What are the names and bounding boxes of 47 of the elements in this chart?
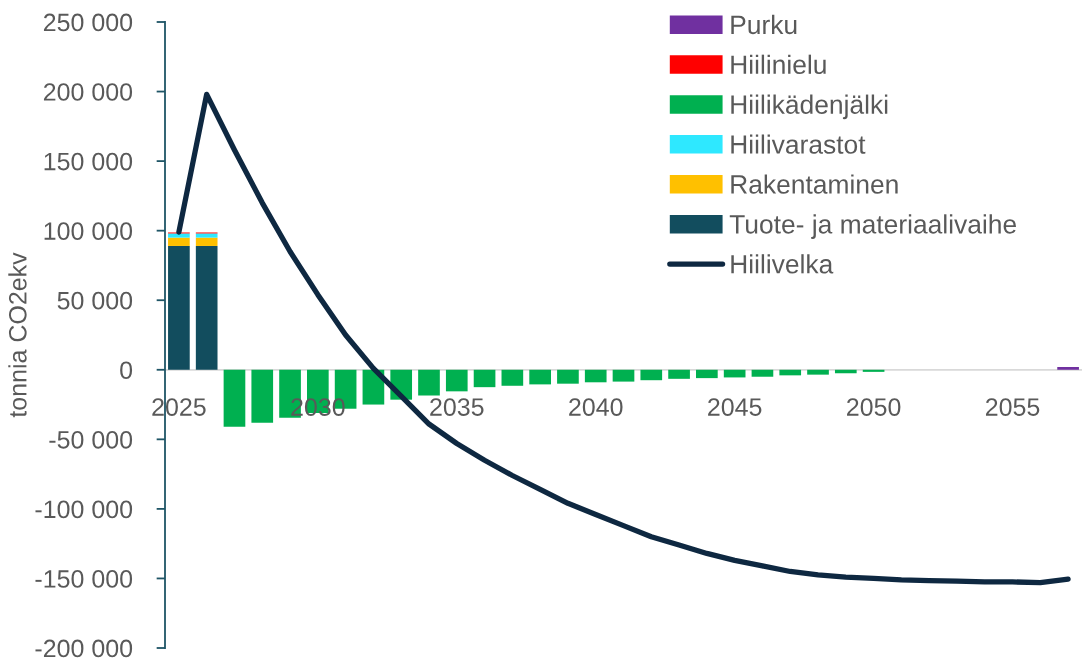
y-axis-title: tonnia CO2ekv — [8, 252, 27, 418]
y-tick-label: 250 000 — [43, 13, 133, 32]
legend-label: Purku — [731, 14, 797, 35]
bar — [168, 233, 190, 238]
bar — [696, 369, 718, 379]
legend-label: Hiilivelka — [731, 254, 834, 274]
y-tick-label: 150 000 — [44, 152, 133, 171]
x-tick-label: 2045 — [708, 398, 762, 416]
bar — [779, 369, 802, 376]
bar — [445, 369, 468, 392]
bar — [807, 369, 829, 375]
bar — [640, 369, 663, 381]
y-tick-label: -200 000 — [35, 639, 133, 658]
bar — [168, 237, 190, 246]
bar — [751, 369, 774, 377]
y-tick-label: 0 — [120, 361, 133, 380]
bar — [195, 245, 218, 370]
bar — [168, 245, 190, 370]
bar — [557, 369, 579, 384]
legend-label: Rakentaminen — [731, 174, 898, 194]
x-tick-label: 2050 — [847, 398, 901, 416]
bar — [612, 369, 635, 382]
legend-label: Hiilikädenjälki — [731, 94, 888, 120]
legend-label: Tuote- ja materiaalivaihe — [729, 214, 1016, 239]
bar — [473, 369, 496, 388]
x-tick-label: 2035 — [430, 398, 484, 416]
bar — [223, 369, 246, 427]
y-tick-label: 100 000 — [44, 222, 133, 240]
y-tick-label: -150 000 — [35, 570, 133, 588]
y-tick-label: -50 000 — [49, 430, 133, 449]
bar — [251, 369, 274, 423]
legend-label: Hiilinielu — [731, 54, 826, 75]
bar — [195, 237, 218, 246]
y-tick-label: 200 000 — [43, 83, 133, 101]
bar — [862, 369, 885, 372]
bar — [1057, 367, 1079, 370]
x-tick-label: 2055 — [985, 398, 1040, 416]
bar — [501, 369, 524, 386]
y-tick-label: 50 000 — [57, 291, 133, 310]
legend-label: Hiilivarastot — [731, 134, 866, 154]
x-tick-label: 2040 — [569, 398, 623, 416]
bar — [668, 369, 690, 379]
bar — [584, 369, 607, 383]
bar — [418, 369, 440, 396]
bar — [195, 233, 218, 238]
y-tick-label: -100 000 — [35, 500, 133, 519]
bar — [529, 369, 551, 385]
